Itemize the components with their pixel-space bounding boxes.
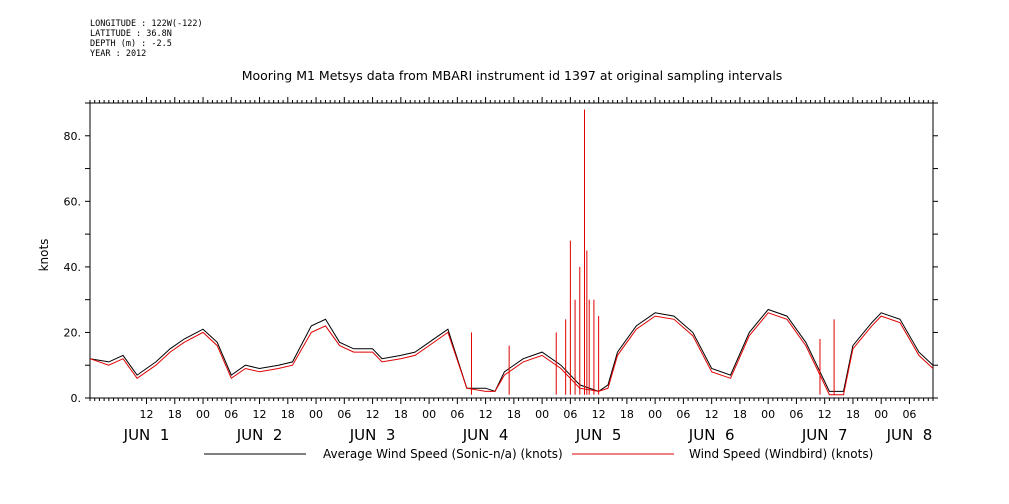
chart-title: Mooring M1 Metsys data from MBARI instru… (242, 68, 783, 83)
series-layer (89, 109, 934, 396)
y-tick-label: 80. (64, 130, 82, 143)
x-hour-label: 18 (733, 408, 747, 421)
legend-label-windbird: Wind Speed (Windbird) (knots) (689, 447, 873, 461)
y-axis-label: knots (37, 239, 51, 272)
x-hour-label: 18 (394, 408, 408, 421)
x-hour-label: 12 (818, 408, 832, 421)
latitude-text: LATITUDE : 36.8N (90, 29, 172, 39)
x-hour-label: 00 (196, 408, 210, 421)
y-tick-label: 0. (71, 392, 82, 405)
x-axis: 12 18 00 06 12 18 00 06 12 18 00 06 12 18 00 06 12 18 00 06… (123, 408, 933, 444)
x-hour-label: 00 (422, 408, 436, 421)
year-text: YEAR : 2012 (90, 49, 147, 59)
x-hour-label: 12 (366, 408, 380, 421)
x-hour-label: 18 (168, 408, 182, 421)
x-hour-label: 18 (620, 408, 634, 421)
x-hour-label: 00 (874, 408, 888, 421)
x-date-label: JUN 4 (462, 426, 509, 444)
series-line-windbird (89, 312, 934, 396)
x-hour-label: 06 (224, 408, 238, 421)
x-hour-label: 12 (140, 408, 154, 421)
x-hour-label: 18 (281, 408, 295, 421)
x-hour-label: 00 (761, 408, 775, 421)
metadata-block: LONGITUDE : 122W(-122) LATITUDE : 36.8N … (90, 19, 203, 59)
depth-text: DEPTH (m) : -2.5 (90, 39, 172, 49)
longitude-text: LONGITUDE : 122W(-122) (90, 19, 203, 29)
x-hour-label: 12 (479, 408, 493, 421)
x-date-label: JUN 7 (801, 426, 848, 444)
x-hour-label: 06 (902, 408, 916, 421)
x-hour-label: 00 (648, 408, 662, 421)
x-date-label: JUN 6 (688, 426, 735, 444)
x-hour-label: 12 (253, 408, 267, 421)
x-hour-label: 06 (789, 408, 803, 421)
legend-label-average: Average Wind Speed (Sonic-n/a) (knots) (323, 447, 563, 461)
x-hour-label: 00 (309, 408, 323, 421)
y-tick-label: 60. (64, 195, 82, 208)
x-date-label: JUN 3 (349, 426, 396, 444)
x-hour-label: 00 (535, 408, 549, 421)
y-tick-label: 20. (64, 326, 82, 339)
x-hour-label: 12 (705, 408, 719, 421)
y-axis: 0. 20. 40. 60. 80. (64, 102, 938, 405)
x-date-label: JUN 8 (886, 426, 933, 444)
x-hour-label: 12 (592, 408, 606, 421)
x-date-label: JUN 2 (236, 426, 283, 444)
plot-frame (89, 97, 934, 404)
x-hour-label: 18 (507, 408, 521, 421)
y-tick-label: 40. (64, 261, 82, 274)
x-hour-label: 06 (450, 408, 464, 421)
plot-border (89, 102, 934, 399)
series-line-average (89, 308, 934, 393)
x-hour-label: 18 (846, 408, 860, 421)
x-date-label: JUN 1 (123, 426, 170, 444)
x-hour-label: 06 (676, 408, 690, 421)
legend: Average Wind Speed (Sonic-n/a) (knots) W… (204, 447, 873, 461)
x-date-label: JUN 5 (575, 426, 622, 444)
x-hour-label: 06 (563, 408, 577, 421)
x-hour-label: 06 (337, 408, 351, 421)
